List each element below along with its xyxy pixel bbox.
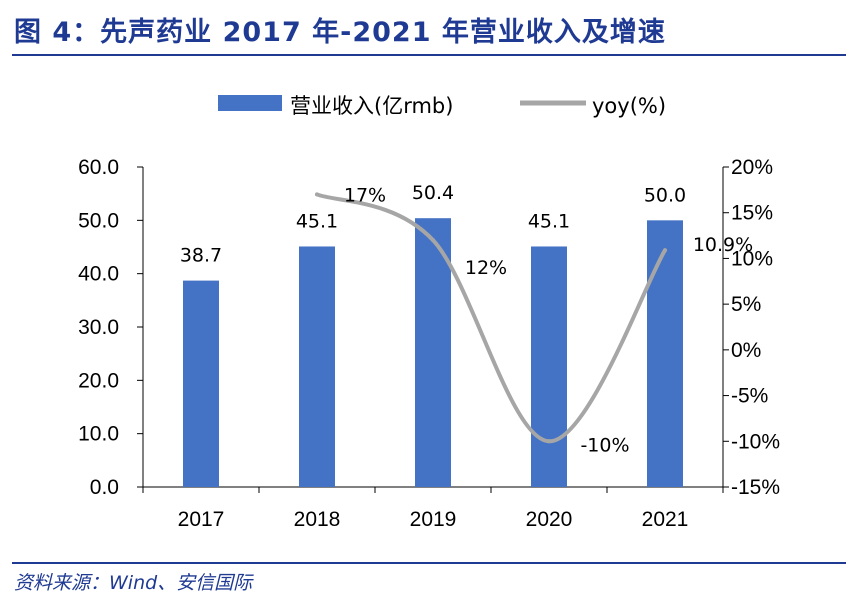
- y-left-tick-label: 40.0: [78, 263, 119, 286]
- title-divider: [12, 54, 846, 56]
- plot-area: 0.0 10.0 20.0 30.0 40.0 50.0 60.0 -15% -10% -5% 0%…: [78, 156, 780, 531]
- source-note: 资料来源：Wind、安信国际: [14, 572, 253, 594]
- x-tick-label: 2019: [410, 508, 457, 531]
- x-tick-label: 2020: [526, 508, 573, 531]
- revenue-bar: [183, 280, 219, 487]
- yoy-point: [547, 439, 551, 444]
- y-left-tick-label: 0.0: [90, 476, 119, 499]
- y-left-tick-label: 50.0: [78, 209, 119, 232]
- revenue-bar-label: 45.1: [528, 210, 570, 232]
- revenue-bar: [299, 246, 335, 487]
- y-right-tick-label: -15%: [731, 476, 780, 499]
- y-right-tick-label: -5%: [731, 385, 768, 408]
- yoy-label: -10%: [580, 434, 629, 456]
- y-right-tick-label: 15%: [731, 202, 773, 225]
- revenue-bar-label: 38.7: [180, 245, 222, 267]
- y-left-tick-label: 20.0: [78, 369, 119, 392]
- x-tick-label: 2017: [178, 508, 225, 531]
- chart-legend: 营业收入(亿rmb) yoy(%): [218, 94, 666, 118]
- y-left-tick-label: 30.0: [78, 316, 119, 339]
- y-right-tick-label: -10%: [731, 430, 780, 453]
- revenue-bar: [531, 246, 567, 487]
- yoy-label: 12%: [465, 257, 507, 279]
- yoy-label: 17%: [344, 184, 386, 206]
- legend-label-yoy: yoy(%): [592, 94, 666, 118]
- legend-label-revenue: 营业收入(亿rmb): [290, 94, 453, 118]
- yoy-point: [315, 192, 319, 197]
- revenue-bar-label: 50.0: [644, 184, 686, 206]
- yoy-point: [431, 238, 435, 243]
- x-tick-label: 2018: [294, 508, 341, 531]
- legend-bar-swatch: [218, 95, 282, 111]
- y-left-tick-label: 10.0: [78, 423, 119, 446]
- source-divider: [12, 562, 846, 564]
- x-tick-label: 2021: [642, 508, 689, 531]
- revenue-bar: [415, 218, 451, 487]
- y-right-tick-label: 10%: [731, 247, 773, 270]
- revenue-bar-label: 45.1: [296, 210, 338, 232]
- y-right-tick-label: 0%: [731, 339, 761, 362]
- figure-title: 图 4：先声药业 2017 年-2021 年营业收入及增速: [14, 17, 666, 48]
- revenue-bar: [647, 220, 683, 488]
- yoy-label: 10.9%: [693, 234, 753, 256]
- y-right-tick-label: 5%: [731, 293, 761, 316]
- y-left-tick-label: 60.0: [78, 156, 119, 179]
- revenue-growth-chart: 营业收入(亿rmb) yoy(%) 0.0 10.0 20.0 30.0 40.0 50.…: [78, 94, 780, 531]
- y-right-tick-label: 20%: [731, 156, 773, 179]
- revenue-bar-label: 50.4: [412, 182, 454, 204]
- yoy-point: [663, 248, 667, 253]
- yoy-line: [315, 192, 667, 444]
